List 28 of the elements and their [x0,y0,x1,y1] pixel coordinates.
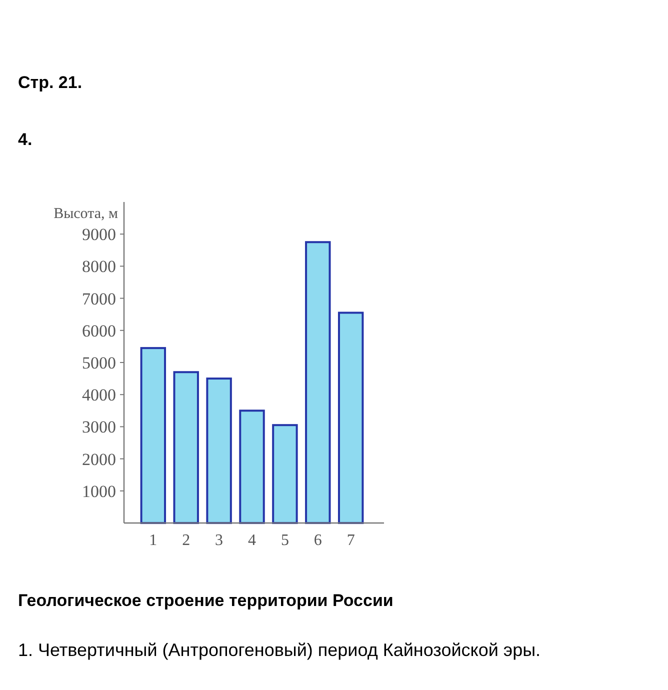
text: 1. Четвертичный (Антропогеновый) период Кайнозойской эры. [18,640,541,660]
x-tick-label: 7 [346,532,355,549]
x-tick-label: 1 [149,532,158,549]
bar [338,312,364,524]
bar [305,241,331,524]
bar [272,424,298,524]
x-tick-label: 6 [314,532,322,549]
x-tick-label: 4 [248,532,256,549]
x-tick-label: 3 [215,532,224,549]
x-tick-label: 5 [280,532,289,549]
y-tick-label: 4000 [82,386,116,405]
bar [206,378,232,524]
y-tick-label: 9000 [82,225,116,244]
text: Геологическое строение территории России [18,591,394,610]
chart-title: Стр. 21. [18,73,82,92]
y-tick-label: 2000 [82,450,116,469]
chart-subtitle: 4. [18,130,32,149]
bar [140,347,166,524]
y-tick-label: 7000 [82,289,116,308]
y-tick-label: 6000 [82,321,116,340]
x-tick-label: 2 [182,532,190,549]
y-tick-label: 8000 [82,257,116,276]
y-tick-label: 5000 [82,353,116,372]
y-tick-label: 3000 [82,418,116,437]
y-tick-label: 1000 [82,482,116,501]
y-axis-title: Высота, м [54,206,118,222]
bar [239,410,265,524]
bar [173,371,199,524]
